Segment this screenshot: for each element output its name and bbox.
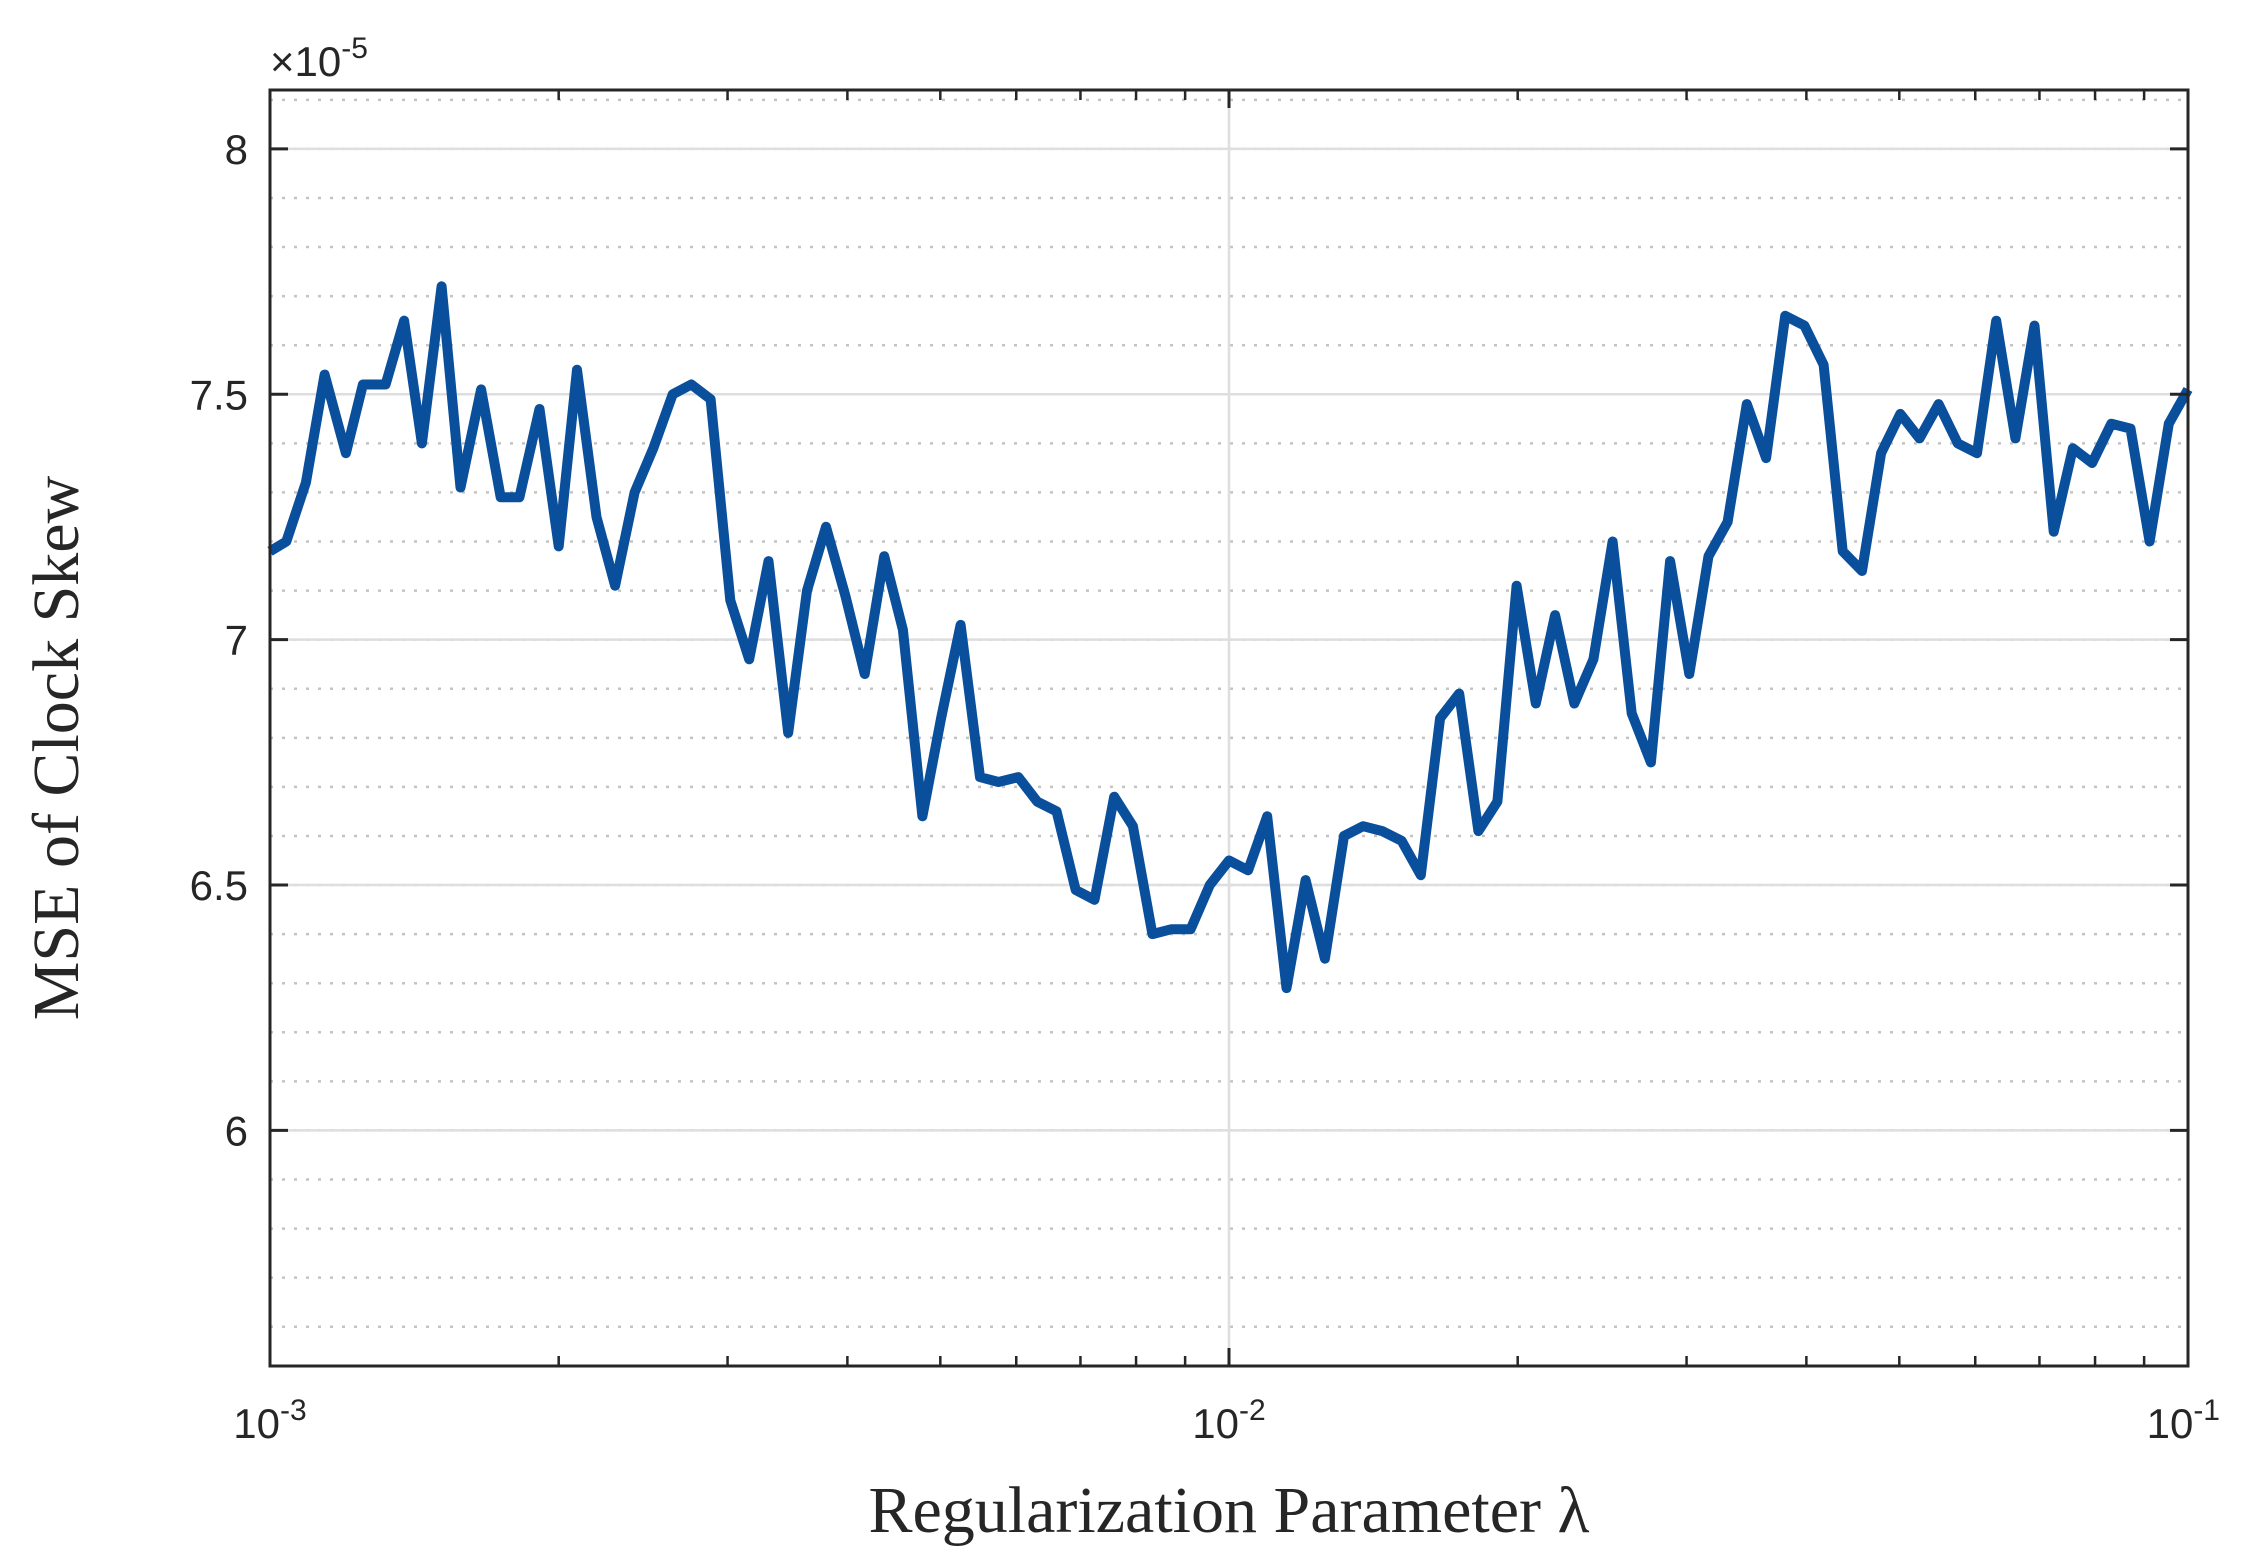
x-tick-label-exponent: -1 (2193, 1394, 2220, 1427)
series-layer (267, 281, 2193, 994)
y-tick-label: 8 (225, 126, 248, 173)
y-axis-multiplier: ×10-5 (270, 32, 368, 85)
x-tick-label: 10-3 (233, 1394, 306, 1447)
x-tick-label: 10-1 (2147, 1394, 2220, 1447)
x-tick-label-base: 10 (1192, 1400, 1239, 1447)
x-tick-label-exponent: -2 (1239, 1394, 1266, 1427)
x-tick-label: 10-2 (1192, 1394, 1265, 1447)
y-tick-label: 6.5 (190, 862, 248, 909)
x-tick-label-base: 10 (233, 1400, 280, 1447)
x-tick-label-exponent: -3 (280, 1394, 307, 1427)
x-tick-label-base: 10 (2147, 1400, 2194, 1447)
series-line-0 (267, 281, 2193, 994)
y-multiplier-base: ×10 (270, 38, 341, 85)
axis-labels: Regularization Parameter λ MSE of Clock … (20, 32, 1590, 1547)
y-tick-label: 7 (225, 617, 248, 664)
y-multiplier-exponent: -5 (341, 32, 368, 65)
y-tick-label: 6 (225, 1107, 248, 1154)
x-axis-label: Regularization Parameter λ (868, 1474, 1589, 1547)
y-tick-label: 7.5 (190, 371, 248, 418)
y-axis-label: MSE of Clock Skew (20, 475, 93, 1020)
